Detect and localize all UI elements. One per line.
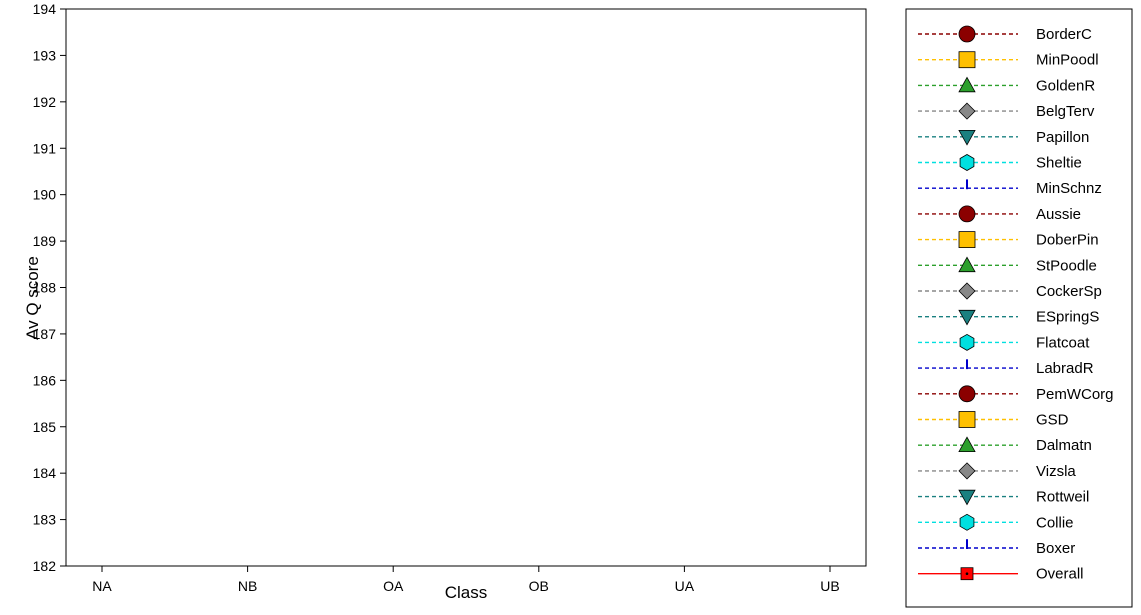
legend-marker xyxy=(959,333,975,351)
legend-label: Boxer xyxy=(1036,540,1075,557)
legend-item: Papillon xyxy=(918,129,1089,146)
legend-label: CockerSp xyxy=(1036,283,1102,300)
legend-item: StPoodle xyxy=(918,256,1097,274)
legend-item: BorderC xyxy=(918,25,1092,43)
legend-marker xyxy=(958,102,976,120)
legend-marker xyxy=(958,282,976,300)
legend-label: ESpringS xyxy=(1036,309,1099,326)
x-tick-label: OB xyxy=(529,578,549,594)
legend-item: Overall xyxy=(918,566,1084,583)
y-axis-label: Av Q score xyxy=(23,256,42,340)
legend-item: Rottweil xyxy=(918,489,1089,506)
legend-label: Sheltie xyxy=(1036,155,1082,172)
x-tick-label: UA xyxy=(675,578,695,594)
legend-item: GoldenR xyxy=(918,76,1095,94)
axes-layer: 182 183 184 185 186 187 188 189 190 191 192 193 194 N… xyxy=(33,1,867,594)
legend-label: Vizsla xyxy=(1036,463,1076,480)
legend-item: Boxer xyxy=(918,539,1075,557)
legend-marker xyxy=(958,76,976,93)
legend-label: LabradR xyxy=(1036,360,1094,377)
legend-label: Rottweil xyxy=(1036,489,1089,506)
legend-item: Sheltie xyxy=(918,154,1082,172)
legend-label: PemWCorg xyxy=(1036,386,1114,403)
x-tick-label: OA xyxy=(383,578,404,594)
legend-label: BelgTerv xyxy=(1036,103,1095,120)
legend-item: BelgTerv xyxy=(918,102,1095,120)
legend-marker xyxy=(958,436,976,452)
legend-label: Flatcoat xyxy=(1036,334,1090,351)
legend-marker xyxy=(958,51,976,69)
legend-label: DoberPin xyxy=(1036,232,1099,249)
legend-label: MinPoodl xyxy=(1036,52,1099,69)
legend-label: StPoodle xyxy=(1036,257,1097,274)
legend-label: Dalmatn xyxy=(1036,437,1092,454)
legend-marker xyxy=(959,154,975,171)
legend-item: Collie xyxy=(918,513,1074,531)
y-tick-label: 185 xyxy=(33,419,57,435)
legend-item: Aussie xyxy=(918,205,1081,223)
legend-item: ESpringS xyxy=(918,309,1099,326)
legend-item: LabradR xyxy=(918,359,1094,377)
legend-item: DoberPin xyxy=(918,231,1099,249)
legend-marker xyxy=(958,25,976,43)
y-tick-label: 188 xyxy=(33,280,57,296)
legend-marker xyxy=(960,567,974,581)
legend-item: MinSchnz xyxy=(918,179,1102,197)
legend-marker xyxy=(958,231,976,249)
y-tick-label: 194 xyxy=(33,1,57,17)
y-tick-label: 189 xyxy=(33,233,57,249)
x-tick-label: NA xyxy=(92,578,112,594)
y-tick-label: 184 xyxy=(33,465,57,481)
legend-item: CockerSp xyxy=(918,282,1102,300)
legend-item: Dalmatn xyxy=(918,436,1092,454)
y-tick-label: 190 xyxy=(33,187,57,203)
y-tick-label: 193 xyxy=(33,47,57,63)
legend-marker xyxy=(958,309,976,326)
y-tick-label: 186 xyxy=(33,372,57,388)
y-tick-label: 182 xyxy=(33,558,57,574)
legend-label: Aussie xyxy=(1036,206,1081,223)
legend-item: PemWCorg xyxy=(918,385,1114,403)
legend-label: Papillon xyxy=(1036,129,1089,146)
y-tick-label: 192 xyxy=(33,94,57,110)
y-tick-label: 187 xyxy=(33,326,57,342)
legend-marker xyxy=(958,489,976,506)
legend-marker xyxy=(958,205,976,223)
legend-item: GSD xyxy=(918,411,1069,429)
legend-item: MinPoodl xyxy=(918,51,1099,69)
x-tick-label: UB xyxy=(820,578,839,594)
legend-label: MinSchnz xyxy=(1036,180,1102,197)
legend-box xyxy=(905,8,1133,608)
y-tick-label: 183 xyxy=(33,512,57,528)
legend-item: Vizsla xyxy=(918,462,1076,480)
legend-marker xyxy=(958,256,976,273)
legend-item: Flatcoat xyxy=(918,333,1090,351)
legend: BorderC MinPoodl GoldenR BelgTerv Papillon Sh… xyxy=(905,8,1133,608)
legend-marker xyxy=(958,462,976,480)
legend-label: GoldenR xyxy=(1036,77,1095,94)
legend-marker xyxy=(958,411,976,428)
plot-frame xyxy=(65,8,867,567)
legend-marker xyxy=(959,513,975,531)
legend-label: Overall xyxy=(1036,566,1084,583)
legend-marker xyxy=(958,385,976,403)
x-tick-label: NB xyxy=(238,578,257,594)
legend-marker xyxy=(958,130,976,146)
legend-label: Collie xyxy=(1036,514,1074,531)
legend-label: BorderC xyxy=(1036,26,1092,43)
legend-label: GSD xyxy=(1036,412,1069,429)
x-axis-label: Class xyxy=(445,583,488,602)
y-tick-label: 191 xyxy=(33,140,57,156)
